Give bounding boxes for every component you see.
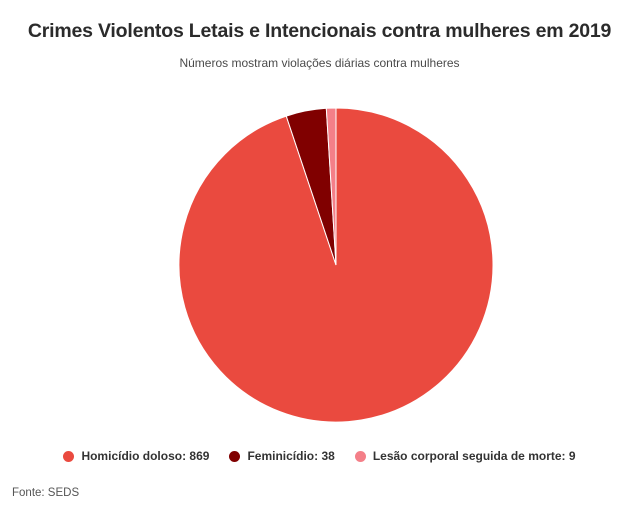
pie-slice-homicidio-doloso[interactable]: [178, 107, 494, 423]
legend-label-homicidio-doloso: Homicídio doloso: 869: [81, 449, 210, 463]
legend-swatch-lesao-corporal: [354, 450, 366, 462]
source-note: Fonte: SEDS: [12, 487, 80, 499]
legend-item-feminicidio[interactable]: Feminicídio: 38: [229, 449, 335, 463]
chart-subtitle: Números mostram violações diárias contra…: [179, 56, 460, 70]
legend-label-lesao-corporal: Lesão corporal seguida de morte: 9: [372, 449, 576, 463]
legend-label-feminicidio: Feminicídio: 38: [247, 449, 335, 463]
legend-swatch-homicidio-doloso: [63, 450, 75, 462]
pie-chart: [178, 107, 494, 423]
pie-slice-lesao-corporal[interactable]: [325, 107, 337, 266]
legend-item-lesao-corporal[interactable]: Lesão corporal seguida de morte: 9: [354, 449, 576, 463]
chart-legend: Homicídio doloso: 869 Feminicídio: 38 Le…: [0, 449, 639, 463]
legend-swatch-feminicidio: [229, 450, 241, 462]
chart-title: Crimes Violentos Letais e Intencionais c…: [27, 20, 612, 42]
legend-item-homicidio-doloso[interactable]: Homicídio doloso: 869: [63, 449, 209, 463]
